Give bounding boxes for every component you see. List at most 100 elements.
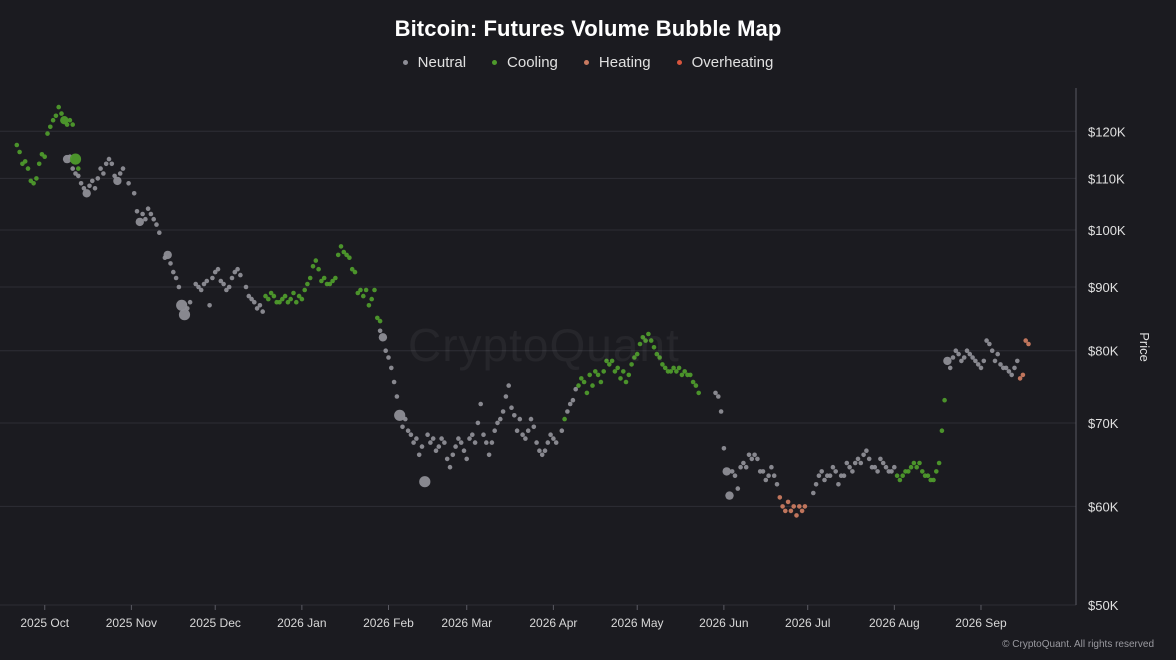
data-point-cooling xyxy=(651,345,657,350)
data-point-neutral xyxy=(1003,365,1009,371)
data-point-cooling xyxy=(34,176,39,181)
data-point-cooling xyxy=(266,296,271,302)
data-point-neutral xyxy=(883,464,889,470)
data-point-neutral xyxy=(827,473,833,479)
data-point-cooling xyxy=(640,335,646,340)
data-point-cooling xyxy=(576,383,581,388)
legend-item-cooling[interactable]: Cooling xyxy=(492,54,558,71)
data-point-cooling xyxy=(920,469,925,474)
data-point-neutral xyxy=(193,281,198,287)
data-point-neutral xyxy=(103,161,109,167)
data-point-neutral xyxy=(389,365,394,371)
data-point-neutral xyxy=(989,348,995,354)
data-point-neutral xyxy=(120,166,126,171)
data-point-neutral xyxy=(486,452,492,458)
data-point-neutral xyxy=(551,436,556,441)
y-tick-label: $110K xyxy=(1088,171,1125,186)
y-tick-label: $120K xyxy=(1088,124,1126,139)
data-point-neutral xyxy=(506,383,512,388)
legend: Neutral Cooling Heating Overheating xyxy=(0,54,1176,71)
data-point-cooling xyxy=(349,266,355,272)
data-point-neutral xyxy=(425,432,430,438)
data-point-neutral xyxy=(458,440,464,445)
data-point-cooling xyxy=(696,390,701,396)
data-point-cooling xyxy=(372,287,377,293)
data-point-neutral xyxy=(204,278,210,284)
data-point-neutral xyxy=(481,432,486,438)
data-point-neutral xyxy=(394,409,406,421)
copyright-notice: © CryptoQuant. All rights reserved xyxy=(1002,639,1154,650)
data-point-cooling xyxy=(942,397,947,403)
data-point-neutral xyxy=(760,469,766,474)
data-point-neutral xyxy=(207,303,212,308)
data-point-neutral xyxy=(201,281,207,287)
data-point-cooling xyxy=(634,351,640,357)
legend-label-cooling: Cooling xyxy=(507,54,558,71)
legend-item-neutral[interactable]: Neutral xyxy=(402,54,466,71)
data-point-cooling xyxy=(660,362,665,367)
data-point-neutral xyxy=(866,456,872,462)
data-point-cooling xyxy=(590,383,595,388)
data-point-neutral xyxy=(408,432,414,438)
legend-item-overheating[interactable]: Overheating xyxy=(676,54,773,71)
data-point-neutral xyxy=(889,469,894,474)
data-point-neutral xyxy=(975,362,981,367)
data-point-cooling xyxy=(917,460,922,466)
data-point-neutral xyxy=(98,166,103,171)
data-point-cooling xyxy=(335,252,341,258)
data-point-cooling xyxy=(316,266,321,272)
data-point-neutral xyxy=(718,409,724,414)
data-point-neutral xyxy=(433,448,439,454)
data-point-cooling xyxy=(654,351,660,357)
data-point-heating xyxy=(791,504,796,509)
data-point-cooling xyxy=(363,287,369,293)
data-point-neutral xyxy=(992,358,998,364)
data-point-neutral xyxy=(229,275,235,281)
data-point-neutral xyxy=(439,436,444,441)
data-point-cooling xyxy=(327,281,333,287)
data-point-cooling xyxy=(341,249,347,255)
data-point-neutral xyxy=(117,171,123,176)
data-point-cooling xyxy=(579,376,584,381)
data-point-cooling xyxy=(601,369,606,374)
data-point-cooling xyxy=(263,293,268,299)
x-tick-label: 2025 Oct xyxy=(20,616,69,630)
data-point-cooling xyxy=(347,255,352,260)
data-point-neutral xyxy=(844,460,850,466)
data-point-cooling xyxy=(344,252,349,258)
data-point-neutral xyxy=(517,416,523,422)
data-point-neutral xyxy=(514,428,520,434)
data-point-cooling xyxy=(338,244,344,249)
data-point-neutral xyxy=(995,351,1000,357)
data-point-neutral xyxy=(185,306,190,311)
data-point-neutral xyxy=(769,464,774,470)
data-point-neutral xyxy=(503,394,509,399)
data-point-neutral xyxy=(101,171,106,176)
data-point-neutral xyxy=(235,266,240,272)
data-point-heating xyxy=(1020,372,1026,378)
data-point-neutral xyxy=(383,348,389,354)
data-point-cooling xyxy=(70,122,75,127)
data-point-neutral xyxy=(534,440,539,445)
data-point-neutral xyxy=(880,460,886,466)
data-point-neutral xyxy=(243,284,249,290)
legend-item-heating[interactable]: Heating xyxy=(583,54,651,71)
data-point-cooling xyxy=(688,372,693,378)
data-point-heating xyxy=(794,513,799,518)
data-point-cooling xyxy=(914,464,919,470)
data-point-cooling xyxy=(618,376,623,381)
data-point-neutral xyxy=(163,250,172,260)
x-tick-label: 2026 Aug xyxy=(869,616,920,630)
data-point-cooling xyxy=(897,477,903,483)
data-point-neutral xyxy=(400,424,405,430)
data-point-neutral xyxy=(157,230,162,235)
data-point-neutral xyxy=(525,428,531,434)
data-point-neutral xyxy=(755,456,760,462)
data-point-neutral xyxy=(187,299,193,305)
data-point-neutral xyxy=(520,432,525,438)
data-point-neutral xyxy=(811,490,816,496)
data-point-neutral xyxy=(419,444,425,449)
watermark: CryptoQuant xyxy=(408,319,680,371)
data-point-neutral xyxy=(836,482,841,487)
